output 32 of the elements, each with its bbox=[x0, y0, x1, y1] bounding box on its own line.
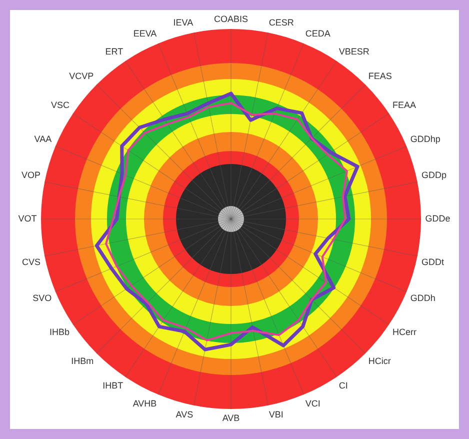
spoke-label: CVS bbox=[22, 256, 41, 267]
spoke-label: VBI bbox=[268, 409, 284, 420]
spoke-label: GDDp bbox=[421, 170, 446, 180]
spoke-label: AVHB bbox=[132, 398, 157, 408]
spoke-label: VCVP bbox=[69, 70, 94, 81]
spoke-label: CEDA bbox=[305, 28, 330, 39]
spoke-label: EEVA bbox=[133, 28, 157, 39]
spoke-label: SVO bbox=[32, 293, 52, 304]
spoke-label: VBESR bbox=[338, 46, 370, 57]
spoke-label: VCI bbox=[305, 398, 320, 408]
spoke-label: GDDhp bbox=[410, 134, 440, 144]
spoke-label: HCicr bbox=[368, 356, 391, 366]
spoke-label: CI bbox=[338, 380, 348, 390]
spoke-label: GDDh bbox=[410, 293, 436, 304]
spoke-label: AVS bbox=[176, 409, 194, 420]
spoke-label: HCerr bbox=[392, 326, 416, 337]
spoke-label: AVB bbox=[222, 413, 240, 424]
spoke-label: FEAA bbox=[392, 100, 416, 110]
spoke-label: FEAS bbox=[368, 70, 392, 81]
spoke-label: VOT bbox=[18, 213, 38, 224]
spoke-label: GDDt bbox=[421, 256, 444, 267]
spoke-label: CESR bbox=[268, 18, 294, 28]
spoke-label: COABIS bbox=[214, 14, 248, 24]
spoke-label: VSC bbox=[51, 100, 70, 110]
spoke-label: GDDe bbox=[425, 213, 450, 224]
spoke-label: IHBT bbox=[102, 380, 124, 390]
spoke-label: IHBb bbox=[50, 326, 70, 337]
spoke-label: VAA bbox=[34, 134, 52, 144]
spoke-label: IEVA bbox=[173, 18, 194, 28]
spoke-label: VOP bbox=[22, 170, 41, 180]
spoke-label: IHBm bbox=[71, 356, 94, 366]
spoke-label: ERT bbox=[105, 46, 124, 57]
